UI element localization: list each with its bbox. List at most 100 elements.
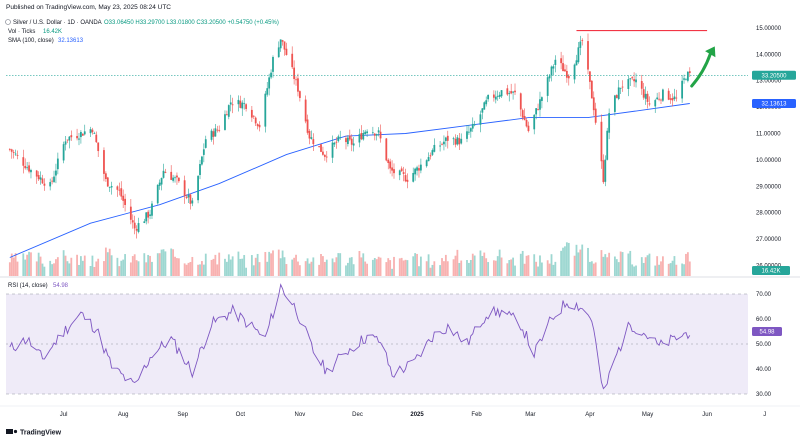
volume-bar [81, 260, 84, 276]
volume-bar [268, 251, 271, 276]
candle-body [95, 134, 98, 143]
rsi-badge-text: 54.98 [759, 330, 775, 336]
volume-bar [237, 251, 240, 276]
candle-body [587, 41, 589, 70]
volume-bar [323, 261, 326, 276]
volume-bar [325, 259, 328, 276]
price-tick-label: 11.00000 [756, 131, 781, 137]
candle-body [606, 130, 609, 160]
candle-body [627, 79, 630, 89]
candle-body [41, 178, 44, 184]
price-tick-label: 28.00000 [756, 211, 782, 217]
volume-bar [646, 255, 649, 276]
time-tick-label: Dec [352, 412, 363, 418]
volume-bar [589, 261, 591, 276]
volume-bar [458, 262, 461, 276]
volume-bar [587, 247, 589, 276]
volume-bar [550, 254, 553, 276]
volume-bar [210, 259, 213, 276]
volume-bar [197, 264, 199, 276]
candle-body [496, 95, 499, 97]
volume-bar [525, 255, 528, 276]
volume-bar [506, 263, 509, 276]
candle-body [592, 97, 595, 111]
volume-bar [427, 254, 430, 276]
time-tick-label: Oct [236, 412, 246, 418]
volume-bar [471, 253, 474, 276]
volume-bar [419, 256, 422, 276]
volume-bar [224, 258, 226, 276]
volume-bar [469, 259, 472, 276]
candle-body [131, 220, 134, 223]
candle-body [550, 66, 553, 76]
candle-body [16, 154, 19, 156]
candle-body [554, 59, 557, 66]
volume-bar [510, 259, 513, 276]
volume-bar [131, 256, 134, 276]
candle-body [183, 180, 186, 197]
candle-body [468, 131, 470, 133]
candle-body [483, 102, 486, 110]
candle-body [688, 71, 691, 73]
volume-bar [339, 253, 342, 276]
price-tick-label: 15.00000 [756, 26, 782, 32]
volume-bar [14, 253, 17, 276]
tradingview-logo-icon [6, 429, 13, 434]
rsi-tick-label: 30.00 [756, 392, 772, 398]
tradingview-logo: TradingView [6, 429, 62, 437]
candle-body [646, 93, 649, 102]
time-tick-label: May [642, 412, 653, 418]
symbol-line: Silver / U.S. Dollar · 1D · OANDA [13, 20, 102, 26]
volume-bar [487, 262, 490, 276]
volume-bar [8, 262, 11, 276]
candle-body [124, 198, 126, 205]
candle-body [500, 90, 503, 97]
volume-bar [185, 264, 188, 276]
volume-bar [160, 249, 163, 276]
candle-body [62, 144, 65, 161]
candle-body [106, 177, 109, 187]
volume-bar [523, 263, 526, 276]
price-tick-label: 10.00000 [756, 158, 782, 164]
volume-bar [68, 263, 71, 276]
volume-bar [560, 250, 563, 276]
volume-bar [371, 259, 374, 276]
volume-badge [752, 266, 790, 275]
candle-body [231, 104, 234, 106]
volume-bar [387, 258, 390, 276]
volume-bar [642, 262, 645, 276]
candle-body [452, 138, 455, 140]
volume-bar [202, 264, 205, 276]
volume-bar [30, 252, 32, 276]
candle-body [375, 134, 378, 136]
candle-body [419, 164, 422, 171]
rsi-tick-label: 40.00 [756, 367, 772, 373]
candle-body [402, 172, 405, 174]
volume-bar [318, 264, 320, 276]
candle-body [348, 135, 351, 140]
volume-bar [116, 257, 119, 276]
candle-body [272, 57, 274, 72]
candle-body [218, 129, 221, 131]
volume-bar [590, 261, 593, 276]
candle-body [537, 109, 539, 110]
candle-body [654, 100, 657, 107]
price-axis: 15.00000 14.00000 13.00000 12.00000 11.00000… [756, 26, 782, 270]
candle-body [660, 99, 662, 101]
candle-body [358, 134, 361, 143]
candle-body [669, 98, 672, 100]
volume-bar [291, 259, 294, 276]
candle-body [12, 152, 15, 153]
candle-body [398, 170, 401, 176]
volume-bar [348, 257, 351, 276]
candle-body [39, 177, 42, 180]
candle-body [560, 58, 563, 64]
time-tick-label: Nov [295, 412, 306, 418]
volume-bar [254, 257, 257, 276]
volume-bar [389, 260, 392, 276]
volume-bar [83, 255, 86, 276]
candle-body [22, 157, 25, 166]
candle-body [594, 108, 597, 123]
candle-body [191, 200, 194, 204]
volume-bar [402, 260, 405, 276]
